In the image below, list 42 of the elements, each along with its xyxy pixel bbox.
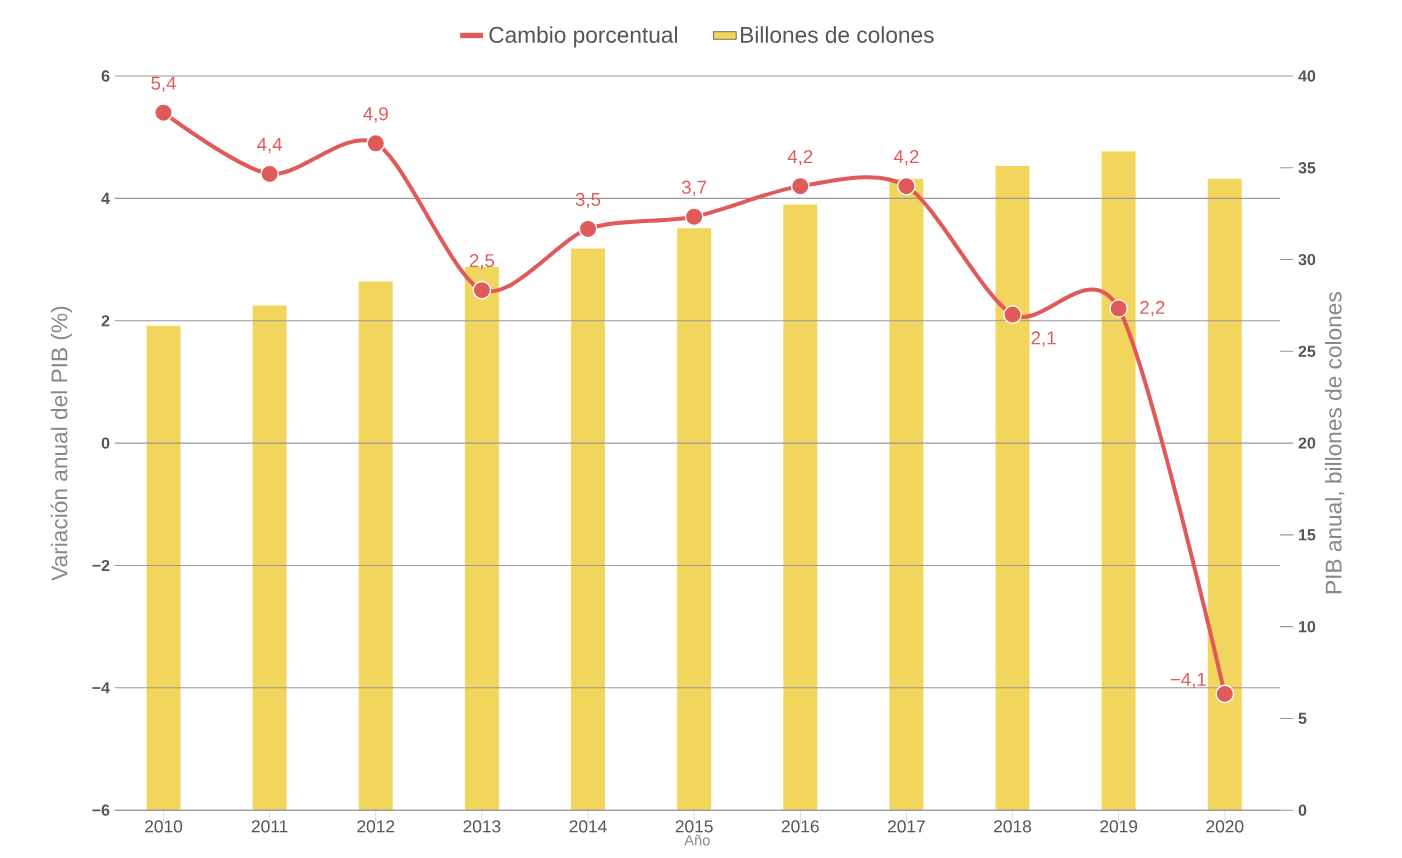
data-label: 2,1 xyxy=(1031,331,1056,347)
y-tick-label: 4 xyxy=(101,192,110,204)
y2-tick-label: 25 xyxy=(1298,345,1316,357)
x-tick-label: 2011 xyxy=(251,820,288,833)
y2-tick-label: 35 xyxy=(1298,162,1316,174)
x-tick-label: 2016 xyxy=(781,820,819,833)
data-label: 2,2 xyxy=(1140,300,1165,317)
y-tick-label: 0 xyxy=(101,437,110,449)
y-tick-label: 6 xyxy=(101,70,110,82)
x-tick-label: 2014 xyxy=(569,820,607,833)
data-label: 4,4 xyxy=(257,137,283,154)
data-label: 4,9 xyxy=(363,107,388,123)
y2-tick-label: 10 xyxy=(1299,620,1316,633)
x-tick-label: 2020 xyxy=(1206,820,1244,833)
y2-axis-title: PIB anual, billones de colones xyxy=(1325,292,1345,594)
y-axis-title: Variación anual del PIB (%) xyxy=(50,306,72,581)
x-tick-label: 2010 xyxy=(145,820,183,833)
y-tick-label: −6 xyxy=(92,804,110,816)
data-label: 4,2 xyxy=(893,149,919,166)
x-tick-label: 2017 xyxy=(888,820,925,833)
legend-label: Cambio porcentual xyxy=(489,26,677,48)
x-tick-label: 2013 xyxy=(463,820,501,833)
y2-tick-label: 40 xyxy=(1298,70,1316,82)
x-axis-title: Año xyxy=(684,834,710,846)
x-tick-label: 2015 xyxy=(675,820,713,833)
y2-tick-label: 15 xyxy=(1299,529,1316,541)
y2-tick-label: 30 xyxy=(1298,253,1316,266)
y-tick-label: −4 xyxy=(92,682,110,694)
x-tick-label: 2019 xyxy=(1100,820,1138,833)
y2-tick-label: 5 xyxy=(1298,712,1307,724)
y-tick-label: −2 xyxy=(92,559,110,571)
x-tick-label: 2012 xyxy=(357,820,395,833)
data-label: −4,1 xyxy=(1170,672,1206,689)
y2-tick-label: 0 xyxy=(1298,804,1307,816)
data-label: 2,5 xyxy=(469,253,495,270)
legend-label: Billones de colones xyxy=(741,26,934,43)
x-tick-label: 2018 xyxy=(994,820,1032,833)
data-label: 5,4 xyxy=(151,76,176,92)
y-tick-label: 2 xyxy=(101,315,110,327)
y2-tick-label: 20 xyxy=(1298,437,1316,449)
data-label: 3,7 xyxy=(681,180,707,196)
data-label: 4,2 xyxy=(787,149,813,166)
